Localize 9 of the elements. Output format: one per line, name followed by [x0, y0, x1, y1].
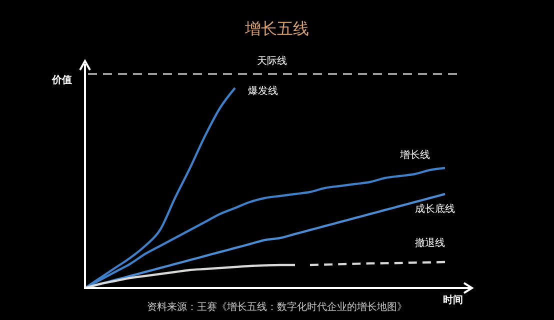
y-axis-title: 价值 — [51, 74, 72, 86]
series-label: 增长线 — [399, 149, 430, 161]
series-label: 爆发线 — [248, 85, 278, 97]
series-label: 撤退线 — [415, 237, 445, 249]
text: 资料来源：王赛《增长五线：数字化时代企业的增长地图》 — [147, 301, 407, 313]
series-label: 成长底线 — [415, 203, 455, 215]
chart-title: 增长五线 — [244, 19, 309, 38]
x-axis-title: 时间 — [443, 294, 463, 306]
ref-line-label: 天际线 — [257, 55, 287, 67]
